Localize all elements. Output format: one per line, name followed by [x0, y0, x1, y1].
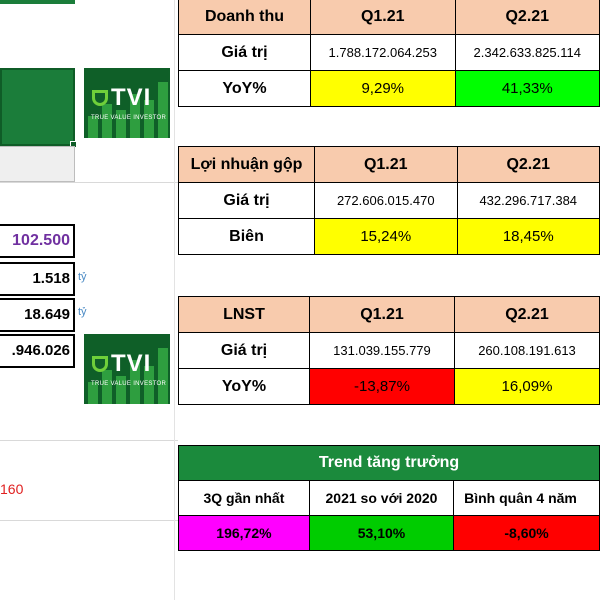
trend-table: Trend tăng trưởng 3Q gần nhất 2021 so vớ… — [178, 445, 600, 551]
price-value[interactable]: 102.500 — [0, 224, 75, 258]
trend-value-avg[interactable]: -8,60% — [453, 515, 600, 551]
gross-profit-table: Lợi nhuận gộp Q1.21 Q2.21 Giá trị 272.60… — [177, 146, 600, 255]
gross-profit-value-q2[interactable]: 432.296.717.384 — [456, 182, 600, 219]
gross-profit-value-label[interactable]: Giá trị — [177, 182, 316, 219]
net-profit-header-label[interactable]: LNST — [178, 296, 310, 333]
gridline — [0, 440, 178, 441]
gross-profit-value-q1[interactable]: 272.606.015.470 — [314, 182, 458, 219]
trend-title[interactable]: Trend tăng trưởng — [178, 445, 600, 481]
gross-profit-header-q1[interactable]: Q1.21 — [314, 146, 458, 183]
trend-header-yoy[interactable]: 2021 so với 2020 — [308, 480, 455, 516]
unit-label: tỷ — [78, 271, 87, 283]
value-cell[interactable]: .946.026 — [0, 334, 75, 368]
revenue-yoy-q2[interactable]: 41,33% — [454, 70, 600, 107]
revenue-yoy-label[interactable]: YoY% — [178, 70, 311, 107]
gross-margin-q2[interactable]: 18,45% — [456, 218, 600, 255]
gross-profit-header-label[interactable]: Lợi nhuận gộp — [177, 146, 316, 183]
gridline — [0, 182, 178, 183]
gross-margin-q1[interactable]: 15,24% — [314, 218, 458, 255]
unit-label: tỷ — [78, 306, 87, 318]
revenue-header-label[interactable]: Doanh thu — [178, 0, 311, 35]
trend-value-3q[interactable]: 196,72% — [178, 515, 310, 551]
revenue-yoy-q1[interactable]: 9,29% — [309, 70, 456, 107]
revenue-value-label[interactable]: Giá trị — [178, 34, 311, 71]
selected-cell[interactable] — [0, 68, 77, 148]
revenue-header-q2[interactable]: Q2.21 — [454, 0, 600, 35]
shield-icon — [92, 90, 108, 106]
trend-header-3q[interactable]: 3Q gần nhất — [178, 480, 310, 516]
revenue-value-q2[interactable]: 2.342.633.825.114 — [454, 34, 600, 71]
net-profit-yoy-q1[interactable]: -13,87% — [308, 368, 455, 405]
tvi-logo: TVI TRUE VALUE INVESTOR — [84, 68, 170, 138]
revenue-table: Doanh thu Q1.21 Q2.21 Giá trị 1.788.172.… — [178, 0, 600, 107]
revenue-header-q1[interactable]: Q1.21 — [309, 0, 456, 35]
gross-profit-header-q2[interactable]: Q2.21 — [456, 146, 600, 183]
gridline — [0, 520, 178, 521]
tvi-logo: TVI TRUE VALUE INVESTOR — [84, 334, 170, 404]
shield-icon — [92, 356, 108, 372]
net-profit-header-q2[interactable]: Q2.21 — [453, 296, 600, 333]
net-profit-table: LNST Q1.21 Q2.21 Giá trị 131.039.155.779… — [178, 296, 600, 405]
net-profit-value-q2[interactable]: 260.108.191.613 — [453, 332, 600, 369]
revenue-value-q1[interactable]: 1.788.172.064.253 — [309, 34, 456, 71]
trend-header-avg[interactable]: Bình quân 4 năm — [453, 480, 600, 516]
net-profit-yoy-q2[interactable]: 16,09% — [453, 368, 600, 405]
gridline — [174, 0, 175, 600]
top-cell-border — [0, 0, 75, 4]
gross-margin-label[interactable]: Biên — [177, 218, 316, 255]
net-profit-yoy-label[interactable]: YoY% — [178, 368, 310, 405]
trend-value-yoy[interactable]: 53,10% — [308, 515, 455, 551]
red-number: 160 — [0, 481, 24, 497]
grey-cell[interactable] — [0, 146, 75, 182]
net-profit-value-label[interactable]: Giá trị — [178, 332, 310, 369]
value-cell[interactable]: 1.518 — [0, 262, 75, 296]
net-profit-value-q1[interactable]: 131.039.155.779 — [308, 332, 455, 369]
value-cell[interactable]: 18.649 — [0, 298, 75, 332]
net-profit-header-q1[interactable]: Q1.21 — [308, 296, 455, 333]
